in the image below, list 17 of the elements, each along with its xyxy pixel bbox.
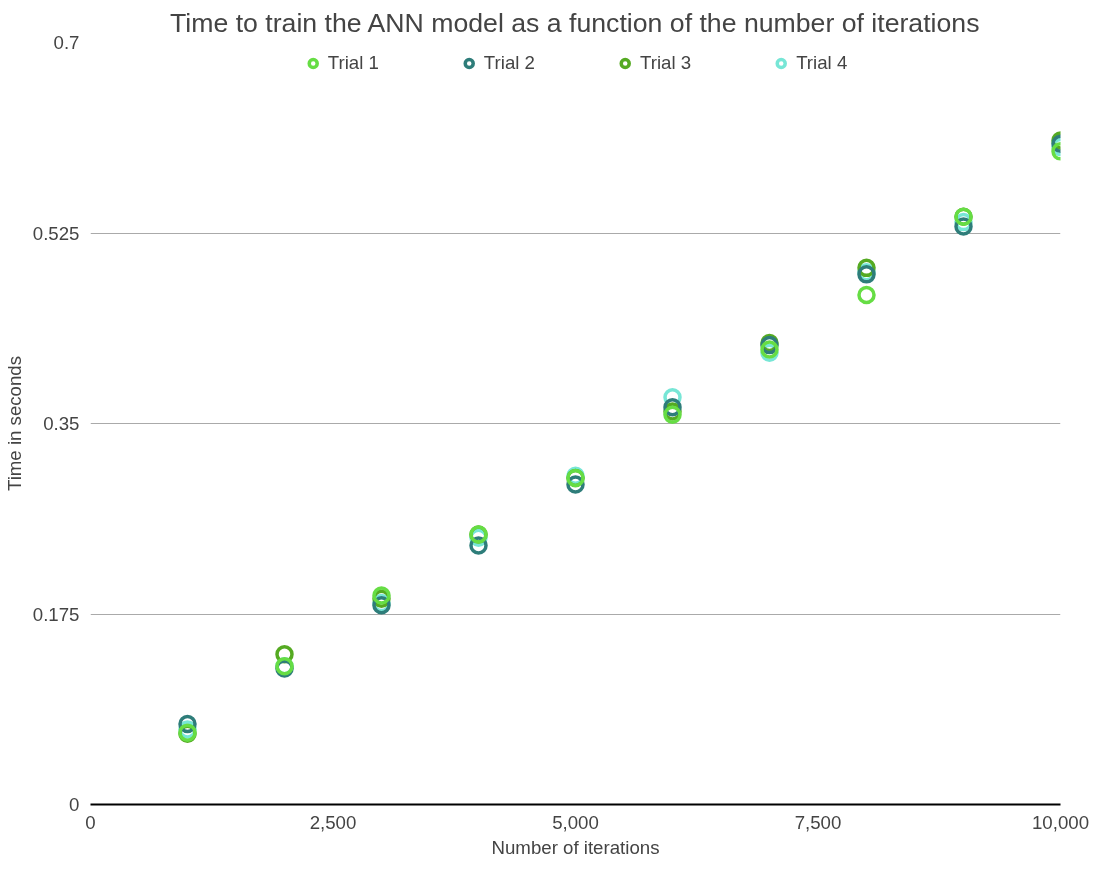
legend-label: Trial 4 <box>796 52 848 74</box>
y-tick-label: 0.35 <box>43 413 80 434</box>
x-axis-title: Number of iterations <box>491 836 660 858</box>
x-tick-label: 2,500 <box>309 811 357 833</box>
legend-label: Trial 1 <box>327 52 379 74</box>
y-tick-label: 0.525 <box>32 222 80 244</box>
legend-label: Trial 3 <box>640 52 692 74</box>
chart-title: Time to train the ANN model as a function of the number of iterations <box>170 7 980 38</box>
x-tick-label: 5,000 <box>552 811 599 833</box>
y-tick-label: 0 <box>69 794 80 815</box>
legend-label: Trial 2 <box>483 52 535 74</box>
y-tick-label: 0.7 <box>53 32 80 53</box>
x-tick-label: 7,500 <box>794 811 842 833</box>
x-tick-label: 0 <box>85 811 96 833</box>
y-axis-title: Time in seconds <box>3 355 25 492</box>
x-tick-label: 10,000 <box>1031 811 1090 833</box>
y-tick-label: 0.175 <box>32 603 80 625</box>
